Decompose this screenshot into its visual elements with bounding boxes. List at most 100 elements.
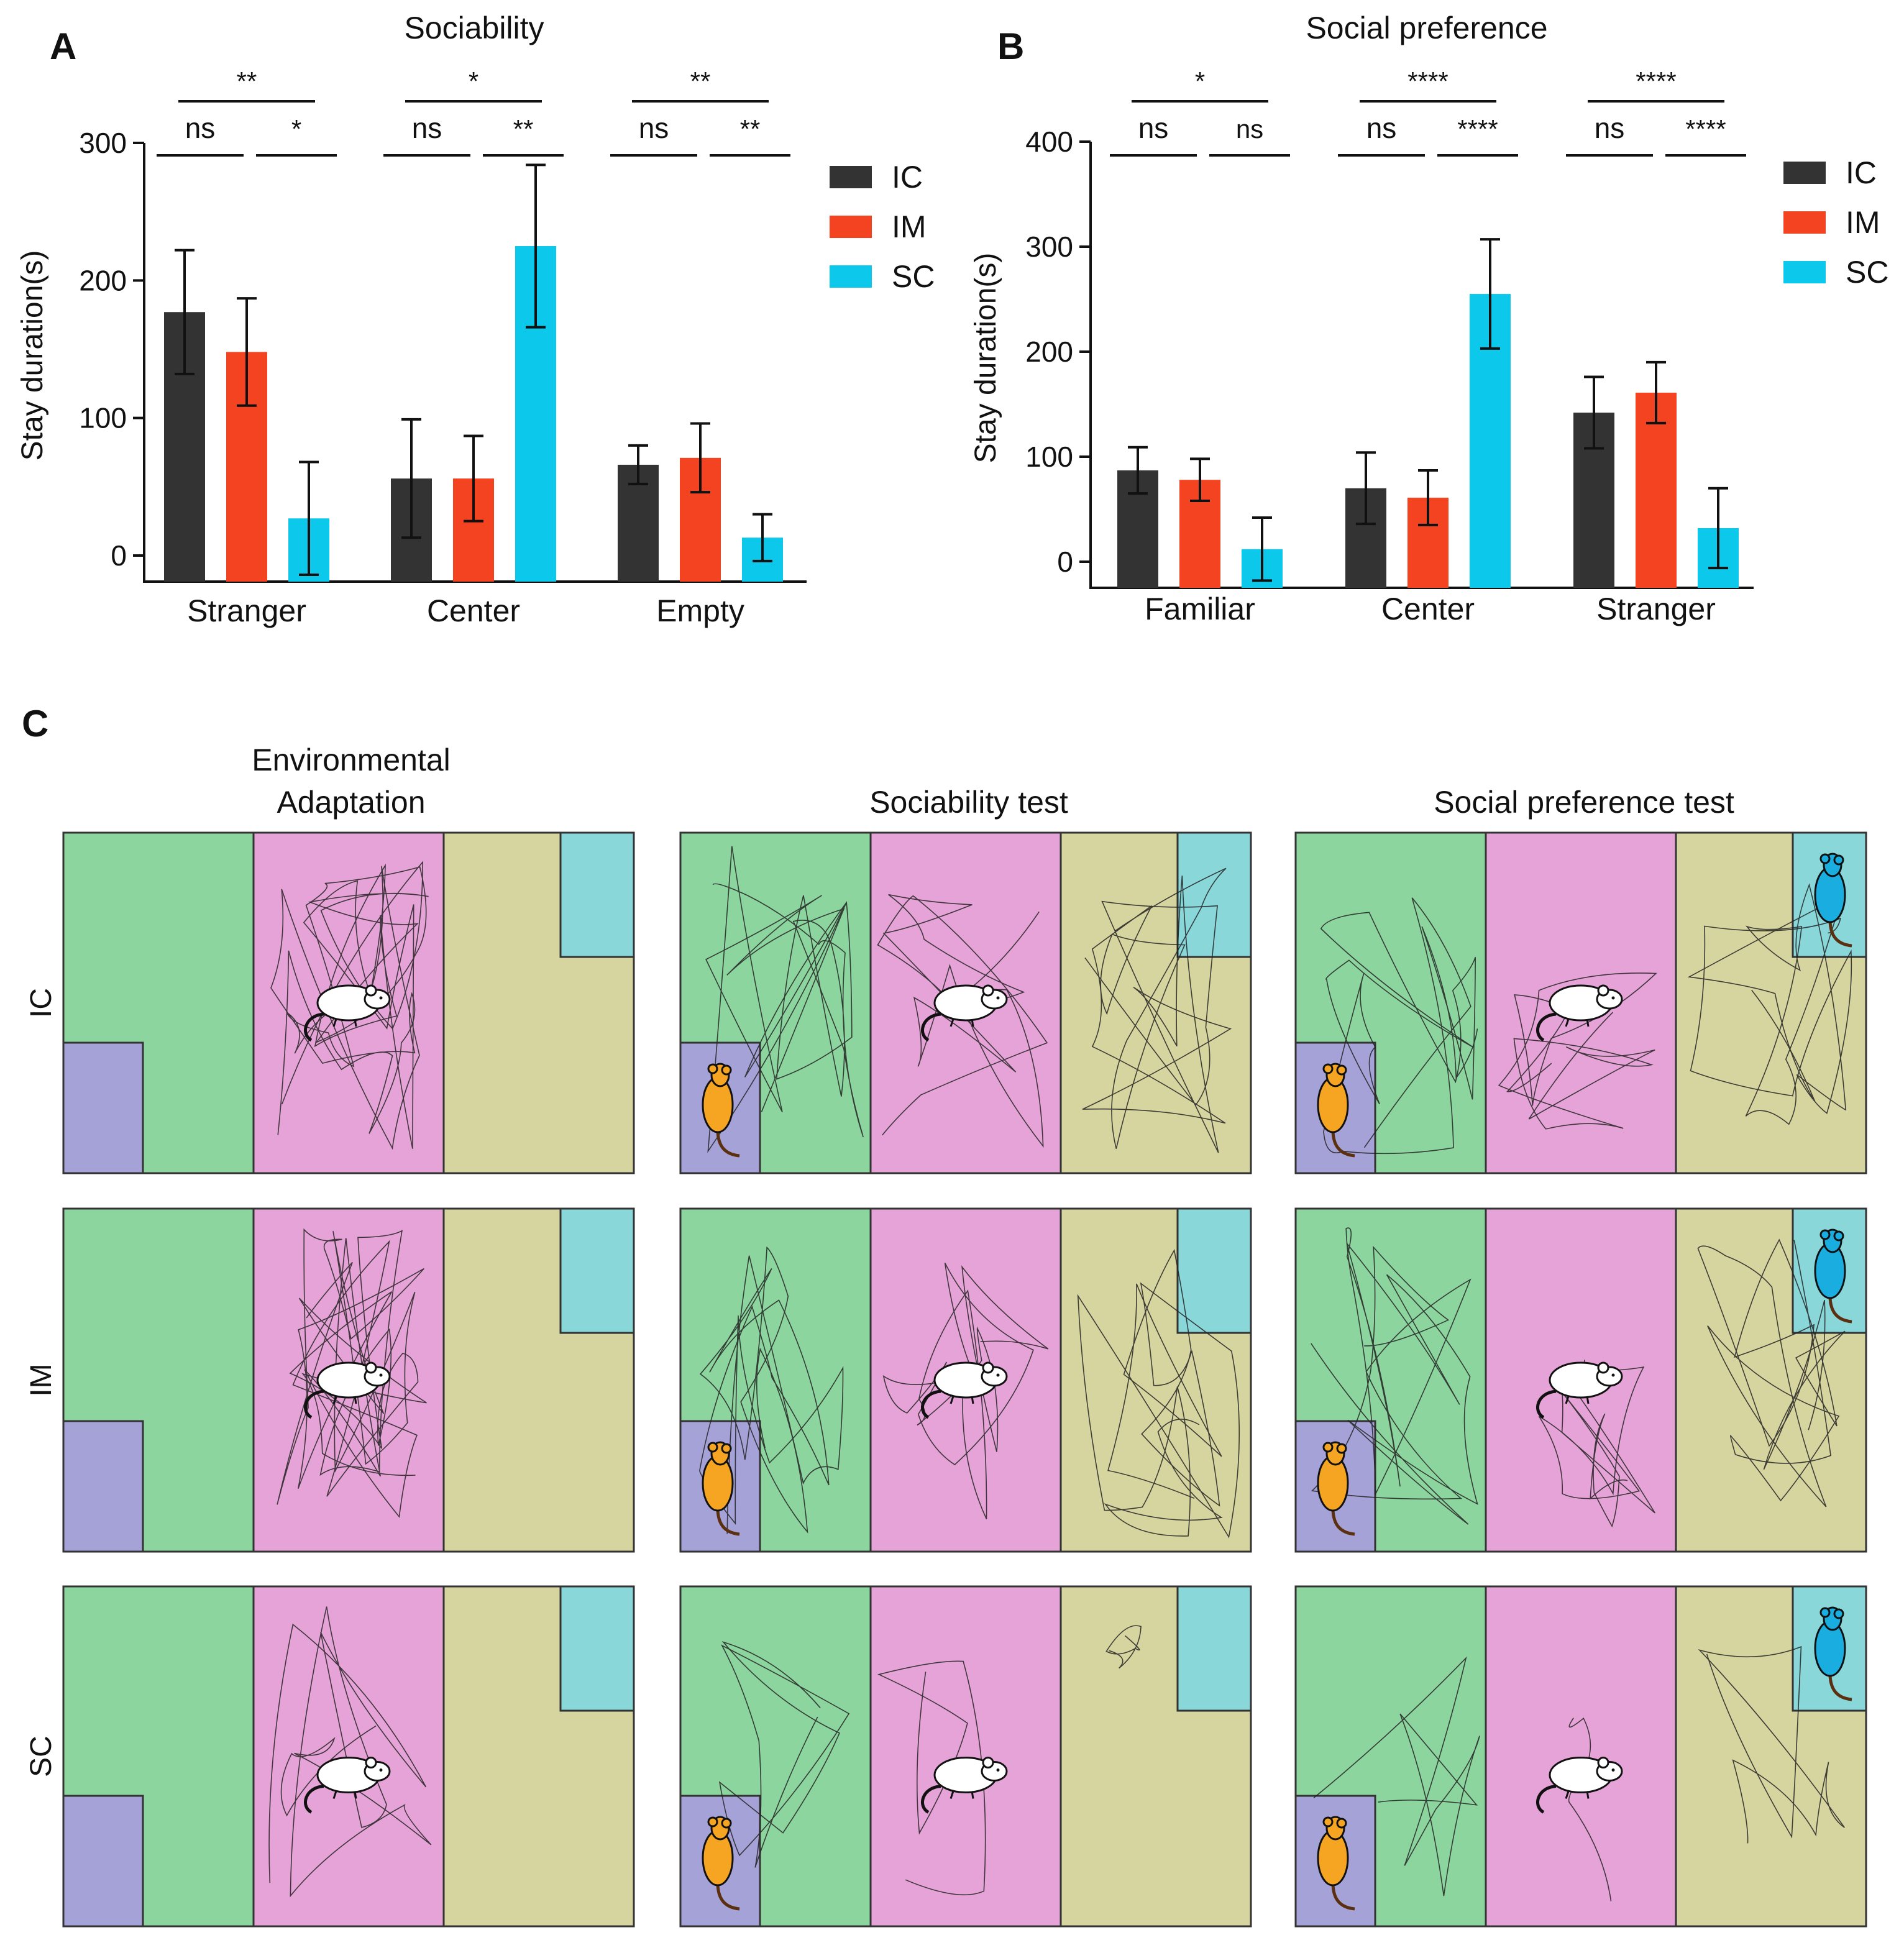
- sig-label-left: ns: [1138, 112, 1169, 144]
- mouse-eye: [379, 1373, 383, 1377]
- legend-label: IM: [892, 209, 927, 244]
- mouse-legs: [332, 1018, 357, 1027]
- mouse-eye: [379, 1768, 383, 1772]
- mouse-tail: [1536, 1389, 1557, 1419]
- trajectory-path: [1313, 1656, 1480, 1896]
- mouse-ear: [1336, 1443, 1347, 1454]
- mouse-ear: [1597, 1757, 1609, 1768]
- sig-label-right: **: [740, 114, 761, 144]
- mouse-ear: [707, 1442, 718, 1453]
- category-label: Stranger: [187, 593, 306, 628]
- cage-right: [1176, 1207, 1252, 1334]
- y-tick-label: 0: [111, 539, 127, 572]
- cage-mouse: [1317, 1441, 1355, 1536]
- trajectory-path: [882, 1262, 1049, 1519]
- mouse-ear: [982, 984, 994, 997]
- mouse-tail: [1828, 1673, 1852, 1701]
- trajectory-path: [270, 861, 429, 1150]
- arena-sc-2: [1294, 1585, 1867, 1928]
- mouse-tail: [1828, 919, 1852, 948]
- mouse-eye: [379, 996, 383, 1000]
- mouse-tail: [304, 1012, 324, 1042]
- y-tick-label: 100: [1025, 441, 1073, 473]
- cage-right: [559, 1207, 635, 1334]
- sig-label-left: ns: [1595, 112, 1625, 144]
- arena-sc-1: [679, 1585, 1252, 1928]
- mouse-ear: [1597, 984, 1609, 997]
- cage-mouse: [1814, 1606, 1852, 1701]
- mouse-ear: [1336, 1064, 1347, 1076]
- sig-label-top: ****: [1407, 66, 1448, 96]
- mouse-ear: [1833, 854, 1844, 866]
- arena-im-1: [679, 1207, 1252, 1553]
- white-mouse: [1536, 1757, 1623, 1814]
- mouse-ear: [1322, 1816, 1334, 1828]
- mouse-ear: [1322, 1063, 1334, 1074]
- mouse-legs: [332, 1791, 357, 1799]
- chart-sociability: Sociability Stay duration(s) 0 100 200 300 Str…: [16, 11, 807, 628]
- sig-label-top: *: [469, 66, 478, 96]
- chart-title: Social preference: [1306, 11, 1547, 45]
- legend-label: IC: [1846, 155, 1877, 190]
- mouse-legs: [332, 1396, 357, 1404]
- y-axis-label: Stay duration(s): [969, 253, 1002, 464]
- cage-right: [1176, 1585, 1252, 1712]
- category-label: Stranger: [1596, 592, 1716, 626]
- panel-a-letter: A: [50, 25, 76, 67]
- mouse-tail: [921, 1012, 941, 1042]
- chart-social-preference: Social preference Stay duration(s) 0 100 200…: [969, 11, 1754, 626]
- y-tick-label: 200: [79, 264, 127, 296]
- mouse-tail: [716, 1882, 740, 1911]
- y-tick-label: 0: [1057, 546, 1073, 578]
- category-label: Center: [427, 593, 520, 628]
- sig-label-top: *: [1195, 66, 1205, 96]
- sig-label-top: **: [690, 66, 711, 96]
- legend-label: SC: [892, 259, 935, 294]
- y-tick-label: 400: [1025, 126, 1073, 158]
- mouse-tail: [1331, 1507, 1355, 1536]
- legend-swatch: [1783, 261, 1826, 283]
- mouse-ear: [721, 1818, 732, 1829]
- mouse-tail: [921, 1389, 941, 1419]
- category-label: Center: [1381, 592, 1475, 626]
- trajectory-path: [718, 1641, 850, 1868]
- y-axis-label: Stay duration(s): [16, 250, 49, 461]
- mouse-legs: [1565, 1396, 1590, 1404]
- y-tick-label: 200: [1025, 336, 1073, 368]
- trajectory-path: [1105, 1625, 1142, 1669]
- white-mouse: [304, 984, 391, 1042]
- mouse-eye: [1611, 1768, 1615, 1772]
- y-tick-label: 100: [79, 402, 127, 434]
- mouse-ear: [1597, 1361, 1609, 1374]
- mouse-ear: [707, 1816, 718, 1828]
- cage-right: [559, 831, 635, 958]
- sig-label-top: ****: [1636, 66, 1676, 96]
- sig-label-left: ns: [185, 112, 216, 144]
- chart-title: Sociability: [404, 11, 544, 45]
- white-mouse: [921, 1757, 1008, 1814]
- trajectory-path: [1082, 867, 1232, 1153]
- column-title: Social preference test: [1434, 785, 1734, 820]
- mouse-ear: [1322, 1442, 1334, 1453]
- mouse-ear: [1833, 1230, 1844, 1242]
- cage-mouse: [702, 1063, 740, 1158]
- legend-swatch: [830, 216, 872, 238]
- mouse-ear: [365, 1757, 377, 1768]
- trajectory-path: [877, 1660, 986, 1896]
- mouse-eye: [996, 1373, 1000, 1377]
- legend-swatch: [830, 265, 872, 288]
- column-title: Environmental: [252, 743, 451, 777]
- mouse-tail: [1536, 1785, 1557, 1814]
- sig-label-right: ns: [1236, 114, 1263, 144]
- white-mouse: [304, 1361, 391, 1419]
- axis-lines: [143, 143, 807, 583]
- arena-ic-2: [1294, 831, 1867, 1174]
- sig-label-right: ****: [1685, 114, 1726, 144]
- zone-center: [869, 1585, 1062, 1928]
- mouse-tail: [921, 1785, 941, 1814]
- sig-label-right: *: [291, 114, 301, 144]
- mouse-legs: [950, 1396, 974, 1404]
- panel-c-letter: C: [22, 703, 48, 744]
- arena-ic-0: [62, 831, 635, 1174]
